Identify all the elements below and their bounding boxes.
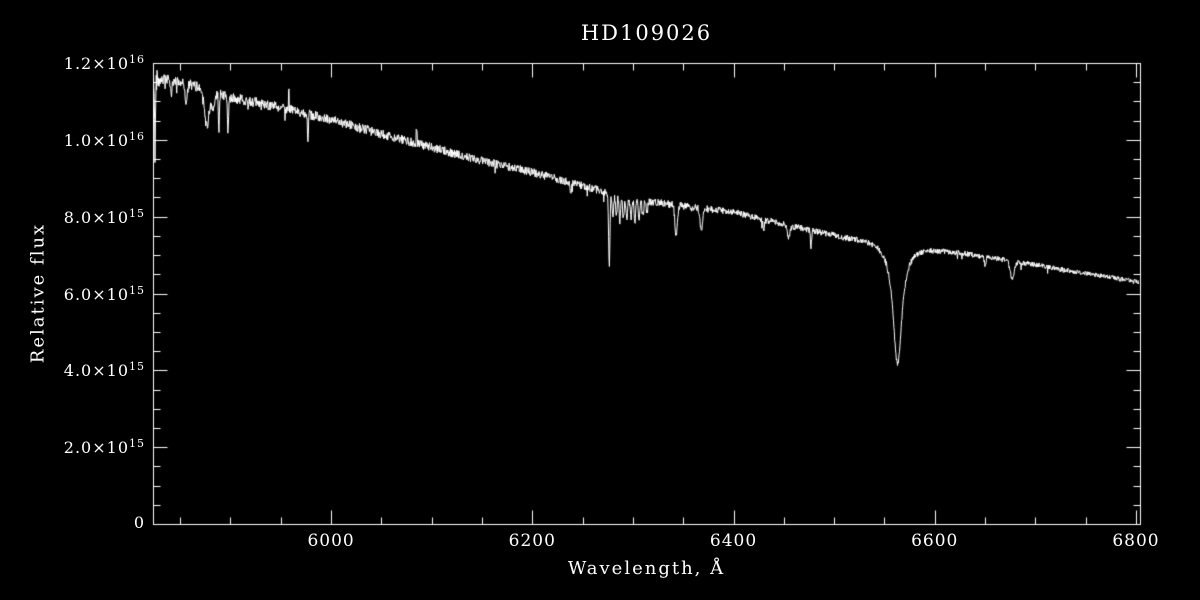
x-tick-label: 6000 — [307, 531, 355, 551]
x-tick-label: 6200 — [508, 531, 556, 551]
x-axis-label: Wavelength, Å — [567, 558, 726, 579]
y-tick-label: 6.0×1015 — [63, 283, 145, 304]
x-tick-label: 6800 — [1112, 531, 1160, 551]
y-tick-label: 1.2×1016 — [63, 53, 145, 73]
y-tick-label: 0 — [133, 513, 145, 532]
x-tick-label: 6400 — [709, 531, 758, 551]
x-tick-label: 6600 — [911, 531, 959, 551]
y-tick-label: 2.0×1015 — [63, 437, 145, 458]
y-tick-label: 8.0×1015 — [63, 206, 145, 227]
y-tick-label: 1.0×1016 — [63, 129, 145, 150]
y-tick-label: 4.0×1015 — [63, 360, 145, 381]
y-axis-label: Relative flux — [27, 222, 49, 364]
plot-title: HD109026 — [580, 21, 713, 45]
